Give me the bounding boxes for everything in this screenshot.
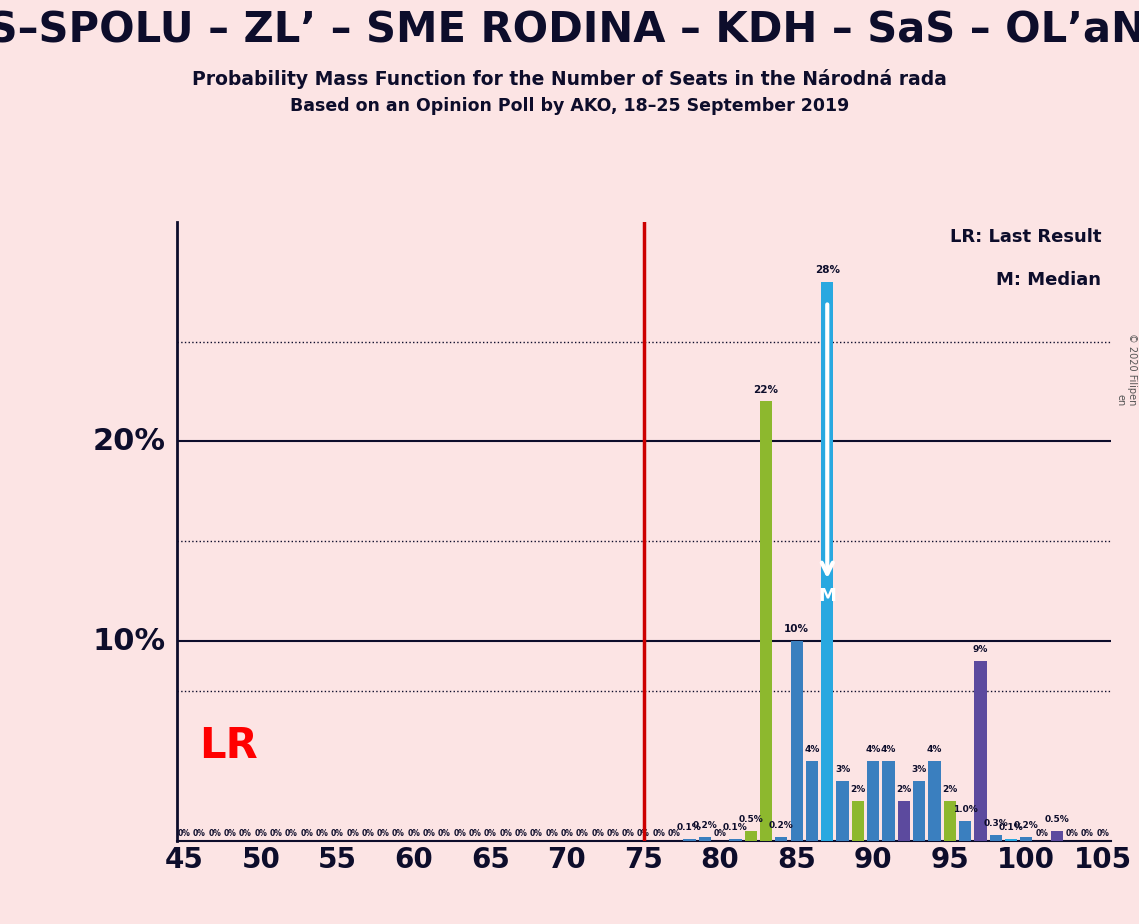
Text: 28%: 28% bbox=[814, 264, 839, 274]
Text: 0%: 0% bbox=[560, 830, 573, 838]
Text: 0%: 0% bbox=[285, 830, 297, 838]
Text: 0%: 0% bbox=[484, 830, 497, 838]
Text: LR: Last Result: LR: Last Result bbox=[950, 228, 1101, 246]
Bar bbox=[805, 761, 818, 841]
Text: LR: LR bbox=[199, 725, 259, 767]
Text: © 2020 Filipen
en: © 2020 Filipen en bbox=[1115, 334, 1137, 406]
Bar bbox=[836, 781, 849, 841]
Text: 0%: 0% bbox=[270, 830, 282, 838]
Bar bbox=[1051, 831, 1063, 841]
Text: 0.5%: 0.5% bbox=[738, 815, 763, 824]
Bar bbox=[943, 801, 956, 841]
Text: 4%: 4% bbox=[804, 745, 820, 754]
Bar bbox=[928, 761, 941, 841]
Text: 0%: 0% bbox=[606, 830, 620, 838]
Text: 10%: 10% bbox=[92, 626, 165, 656]
Bar bbox=[821, 282, 834, 841]
Text: 0%: 0% bbox=[637, 830, 650, 838]
Text: 4%: 4% bbox=[866, 745, 880, 754]
Text: 0.2%: 0.2% bbox=[769, 821, 794, 830]
Text: 0%: 0% bbox=[576, 830, 589, 838]
Bar bbox=[883, 761, 894, 841]
Text: Based on an Opinion Poll by AKO, 18–25 September 2019: Based on an Opinion Poll by AKO, 18–25 S… bbox=[289, 97, 850, 115]
Text: 22%: 22% bbox=[754, 384, 779, 395]
Text: 0%: 0% bbox=[1081, 830, 1093, 838]
Text: PS–SPOLU – ZLʼ – SME RODINA – KDH – SaS – OLʼaNO: PS–SPOLU – ZLʼ – SME RODINA – KDH – SaS … bbox=[0, 9, 1139, 51]
Text: 0.1%: 0.1% bbox=[723, 823, 748, 832]
Bar bbox=[729, 839, 741, 841]
Text: 20%: 20% bbox=[92, 427, 165, 456]
Text: 9%: 9% bbox=[973, 645, 988, 654]
Bar bbox=[698, 837, 711, 841]
Bar bbox=[959, 821, 972, 841]
Text: 0%: 0% bbox=[439, 830, 451, 838]
Text: 0%: 0% bbox=[408, 830, 420, 838]
Text: 0%: 0% bbox=[316, 830, 328, 838]
Bar bbox=[790, 641, 803, 841]
Text: 0%: 0% bbox=[653, 830, 665, 838]
Text: 0%: 0% bbox=[330, 830, 344, 838]
Text: 0%: 0% bbox=[591, 830, 604, 838]
Text: 0%: 0% bbox=[301, 830, 313, 838]
Text: 0%: 0% bbox=[223, 830, 237, 838]
Text: Probability Mass Function for the Number of Seats in the Národná rada: Probability Mass Function for the Number… bbox=[192, 69, 947, 90]
Bar bbox=[760, 402, 772, 841]
Text: 0%: 0% bbox=[1066, 830, 1079, 838]
Text: 0.2%: 0.2% bbox=[1014, 821, 1039, 830]
Bar bbox=[1021, 837, 1032, 841]
Bar bbox=[974, 661, 986, 841]
Text: 0%: 0% bbox=[622, 830, 634, 838]
Text: 0.5%: 0.5% bbox=[1044, 815, 1070, 824]
Text: 0.3%: 0.3% bbox=[983, 819, 1008, 828]
Text: 0%: 0% bbox=[239, 830, 252, 838]
Text: 0%: 0% bbox=[254, 830, 268, 838]
Text: 0%: 0% bbox=[423, 830, 435, 838]
Bar bbox=[990, 835, 1002, 841]
Bar bbox=[913, 781, 925, 841]
Text: 0%: 0% bbox=[392, 830, 405, 838]
Text: 0%: 0% bbox=[1097, 830, 1109, 838]
Text: 0%: 0% bbox=[1035, 830, 1048, 838]
Text: 0%: 0% bbox=[667, 830, 681, 838]
Bar bbox=[683, 839, 696, 841]
Text: 0.1%: 0.1% bbox=[677, 823, 702, 832]
Bar bbox=[898, 801, 910, 841]
Bar bbox=[867, 761, 879, 841]
Text: 0%: 0% bbox=[178, 830, 190, 838]
Bar bbox=[852, 801, 865, 841]
Text: 0.1%: 0.1% bbox=[999, 823, 1023, 832]
Text: 0.2%: 0.2% bbox=[693, 821, 718, 830]
Text: 0%: 0% bbox=[499, 830, 513, 838]
Text: 0%: 0% bbox=[453, 830, 466, 838]
Text: 2%: 2% bbox=[896, 784, 911, 794]
Text: 4%: 4% bbox=[927, 745, 942, 754]
Text: 2%: 2% bbox=[942, 784, 958, 794]
Text: 0%: 0% bbox=[530, 830, 543, 838]
Text: M: Median: M: Median bbox=[997, 272, 1101, 289]
Text: 1.0%: 1.0% bbox=[952, 805, 977, 814]
Text: 3%: 3% bbox=[835, 765, 850, 774]
Text: 0%: 0% bbox=[194, 830, 206, 838]
Text: 3%: 3% bbox=[911, 765, 927, 774]
Text: 0%: 0% bbox=[515, 830, 527, 838]
Text: 0%: 0% bbox=[361, 830, 375, 838]
Text: 0%: 0% bbox=[208, 830, 221, 838]
Text: 2%: 2% bbox=[851, 784, 866, 794]
Text: 0%: 0% bbox=[377, 830, 390, 838]
Text: 0%: 0% bbox=[346, 830, 359, 838]
Bar bbox=[1005, 839, 1017, 841]
Text: 0%: 0% bbox=[468, 830, 482, 838]
Bar bbox=[776, 837, 787, 841]
Text: 0%: 0% bbox=[546, 830, 558, 838]
Text: 4%: 4% bbox=[880, 745, 896, 754]
Bar bbox=[745, 831, 756, 841]
Text: M: M bbox=[818, 588, 836, 605]
Text: 0%: 0% bbox=[714, 830, 727, 838]
Text: 10%: 10% bbox=[784, 624, 809, 634]
